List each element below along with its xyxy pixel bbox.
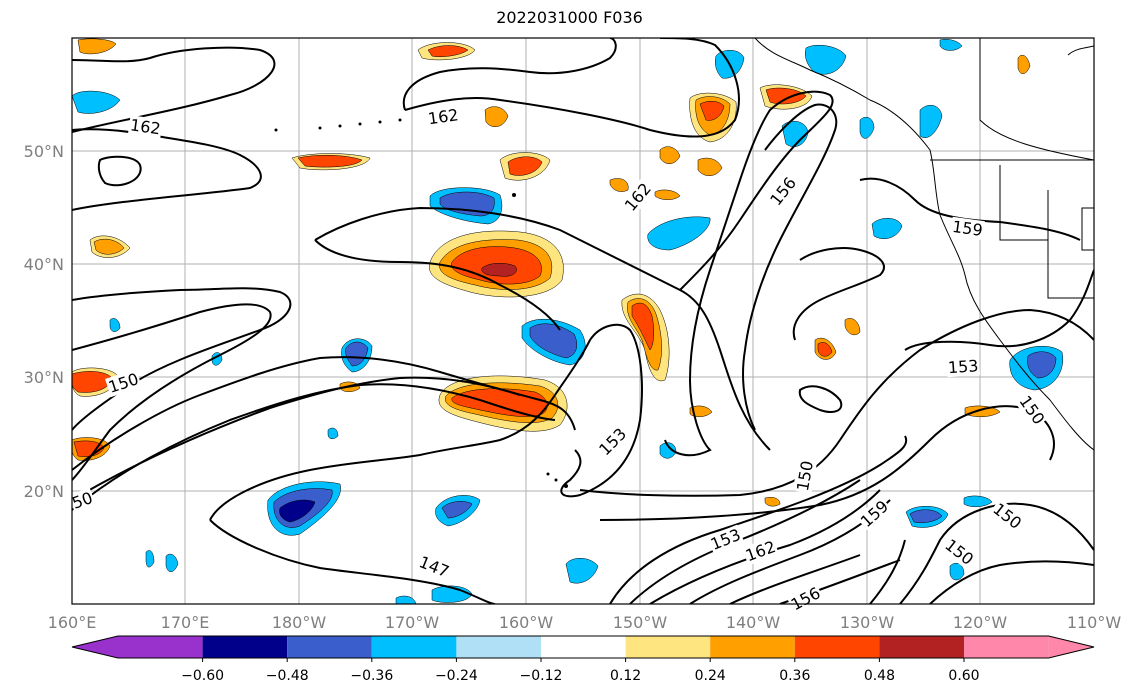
x-axis-ticks: 160°E 170°E 180°W 170°W 160°W 150°W 140°… [48, 613, 1122, 632]
y-tick-label: 20°N [24, 482, 64, 501]
y-tick-label: 50°N [24, 142, 64, 161]
contour-label-bg [940, 534, 978, 570]
colorbar-tick-label: 0.48 [864, 668, 895, 684]
colorbar-extend-min [72, 636, 118, 658]
colorbar-tick-label: −0.12 [520, 668, 563, 684]
contour-label: 159 [951, 217, 984, 240]
map-border [71, 37, 1095, 605]
colorbar-segment [625, 636, 711, 658]
contour-label-bg [765, 172, 801, 211]
x-tick-label: 170°W [385, 613, 440, 632]
colorbar-segment [541, 636, 626, 658]
contour-label-bg [792, 458, 818, 494]
contour-label-bg [856, 495, 893, 532]
x-tick-label: 160°W [499, 613, 554, 632]
contour-label-bg [594, 423, 631, 460]
colorbar-extend-max [1048, 636, 1094, 658]
contour-label: 153 [947, 356, 979, 377]
contour-label-bg [425, 105, 461, 129]
colorbar-segment [964, 636, 1049, 658]
colorbar-tick-label: 0.12 [610, 668, 641, 684]
colorbar-tick-label: 0.36 [779, 668, 810, 684]
y-tick-label: 30°N [24, 368, 64, 387]
colorbar-tick-label: −0.36 [350, 668, 393, 684]
y-tick-label: 40°N [24, 255, 64, 274]
contour-label-bg [620, 178, 656, 216]
map-title: 2022031000 F036 [496, 8, 643, 27]
contour-label-bg [786, 582, 825, 615]
contour-label-bg [1014, 391, 1050, 429]
colorbar-segment [794, 636, 880, 658]
colorbar: −0.60 −0.48 −0.36 −0.24 −0.12 0.12 0.24 … [71, 635, 1095, 684]
colorbar-tick-label: 0.24 [695, 668, 726, 684]
colorbar-tick-label: −0.60 [181, 668, 224, 684]
x-tick-label: 110°W [1067, 613, 1122, 632]
colorbar-tick-label: −0.48 [266, 668, 309, 684]
colorbar-segment [879, 636, 964, 658]
colorbar-segment [202, 636, 288, 658]
colorbar-tick-label: −0.24 [435, 668, 478, 684]
x-tick-label: 160°E [48, 613, 97, 632]
contour-label-bg [988, 498, 1026, 534]
x-tick-label: 130°W [840, 613, 895, 632]
x-tick-label: 180°W [272, 613, 327, 632]
coastlines [754, 38, 1094, 451]
colorbar-segment [710, 636, 795, 658]
contour-label-bg [707, 524, 745, 555]
colorbar-segment [118, 636, 203, 658]
contour-label-bg [68, 487, 97, 514]
contour-label-bg [950, 216, 985, 241]
x-tick-label: 170°E [161, 613, 210, 632]
x-tick-label: 120°W [953, 613, 1008, 632]
contour-label-bg [127, 115, 163, 139]
colorbar-segment [456, 636, 541, 658]
islands [274, 118, 568, 488]
y-axis-ticks: 20°N 30°N 40°N 50°N [24, 142, 64, 501]
x-tick-label: 140°W [726, 613, 781, 632]
x-tick-label: 150°W [613, 613, 668, 632]
contour-label-bg [742, 536, 780, 566]
contour-label-bg [415, 551, 453, 582]
contour-label-bg [105, 368, 142, 398]
colorbar-segment [371, 636, 457, 658]
contour-label: 162 [129, 115, 162, 138]
contour-label-bg [946, 356, 981, 378]
colorbar-tick-label: 0.60 [948, 668, 979, 684]
contour-label: 162 [427, 105, 460, 128]
colorbar-segment [287, 636, 372, 658]
colorbar-outline [71, 635, 1095, 659]
